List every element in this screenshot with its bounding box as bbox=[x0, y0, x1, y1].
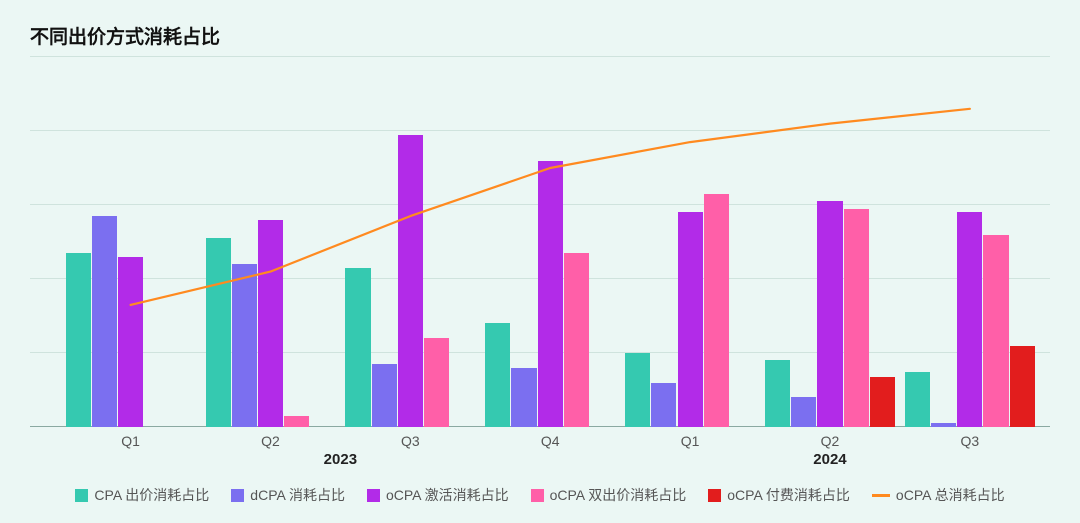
legend-label: dCPA 消耗占比 bbox=[250, 485, 345, 505]
x-tick-label: Q3 bbox=[961, 433, 980, 449]
year-axis-labels: 2023 2024 bbox=[30, 449, 1050, 471]
legend-swatch-icon bbox=[531, 489, 544, 502]
year-label: 2024 bbox=[813, 451, 846, 468]
x-axis-labels: Q1 Q2 Q3 Q4 Q1 Q2 Q3 bbox=[30, 427, 1050, 449]
legend-label: oCPA 总消耗占比 bbox=[896, 485, 1005, 505]
chart-legend: CPA 出价消耗占比 dCPA 消耗占比 oCPA 激活消耗占比 oCPA 双出价消耗… bbox=[30, 485, 1050, 505]
legend-item-ocpa_pay: oCPA 付费消耗占比 bbox=[708, 485, 850, 505]
legend-label: oCPA 付费消耗占比 bbox=[727, 485, 850, 505]
x-tick-label: Q1 bbox=[681, 433, 700, 449]
x-tick-label: Q3 bbox=[401, 433, 420, 449]
chart-plot-area bbox=[30, 57, 1050, 427]
legend-swatch-icon bbox=[75, 489, 88, 502]
x-tick-label: Q2 bbox=[261, 433, 280, 449]
legend-line-icon bbox=[872, 494, 890, 497]
x-tick-label: Q4 bbox=[541, 433, 560, 449]
legend-swatch-icon bbox=[367, 489, 380, 502]
legend-item-dcpa: dCPA 消耗占比 bbox=[231, 485, 345, 505]
legend-label: oCPA 激活消耗占比 bbox=[386, 485, 509, 505]
legend-item-cpa: CPA 出价消耗占比 bbox=[75, 485, 209, 505]
x-tick-label: Q2 bbox=[821, 433, 840, 449]
legend-label: CPA 出价消耗占比 bbox=[94, 485, 209, 505]
year-label: 2023 bbox=[324, 451, 357, 468]
line-series-ocpa_total bbox=[30, 57, 1050, 427]
legend-item-ocpa_dual: oCPA 双出价消耗占比 bbox=[531, 485, 687, 505]
legend-label: oCPA 双出价消耗占比 bbox=[550, 485, 687, 505]
x-tick-label: Q1 bbox=[121, 433, 140, 449]
chart-title: 不同出价方式消耗占比 bbox=[30, 22, 1050, 49]
legend-swatch-icon bbox=[708, 489, 721, 502]
legend-item-ocpa_total: oCPA 总消耗占比 bbox=[872, 485, 1005, 505]
legend-swatch-icon bbox=[231, 489, 244, 502]
legend-item-ocpa_act: oCPA 激活消耗占比 bbox=[367, 485, 509, 505]
